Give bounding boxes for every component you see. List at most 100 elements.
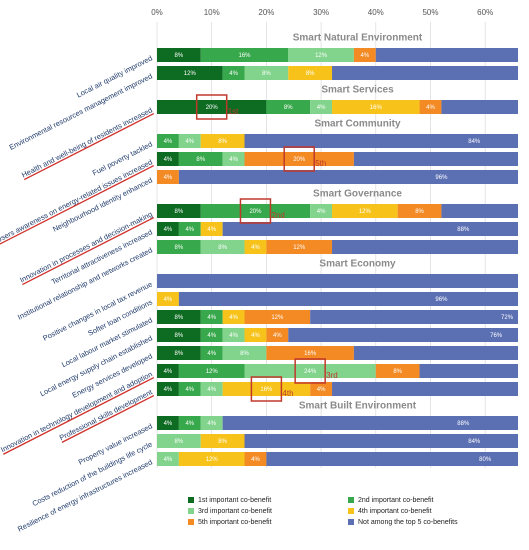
bar-segment [157, 222, 179, 236]
legend-label: 4th important co-benefit [358, 508, 432, 515]
data-label: 80% [479, 457, 492, 463]
x-tick-label: 50% [422, 8, 438, 17]
data-label: 8% [218, 139, 227, 145]
data-label: 4% [185, 421, 194, 427]
bar-segment [397, 204, 442, 218]
data-label: 12% [184, 71, 197, 77]
x-tick-label: 60% [477, 8, 493, 17]
underline [3, 376, 155, 455]
data-label: 8% [415, 209, 424, 215]
data-label: 4% [229, 157, 238, 163]
x-tick-label: 30% [313, 8, 329, 17]
highlight-box [294, 358, 326, 384]
bar-segment [222, 310, 245, 324]
legend-label: 3rd important co-benefit [198, 508, 272, 515]
data-label: 12% [315, 53, 328, 59]
bar-segment [310, 382, 333, 396]
bar-segment [178, 364, 245, 378]
legend-swatch [188, 497, 194, 503]
data-label: 4% [317, 387, 326, 393]
category-label: Innovation in technology development and… [0, 370, 154, 455]
annotation: 4th [282, 389, 293, 398]
data-label: 4% [207, 421, 216, 427]
bar-segment [157, 416, 179, 430]
data-label: 20% [206, 105, 219, 111]
annotation: 2nd [271, 211, 284, 220]
bar-segment [200, 48, 289, 62]
bar-segment [157, 66, 223, 80]
bars: 8% 16% 12% 4% 12% 4% 8% 8% 20% 8% 4% 16% 4% 4% 4% 8% 84%… [157, 48, 518, 466]
data-label: 4% [207, 333, 216, 339]
data-label: 8% [393, 369, 402, 375]
bar-segment [222, 416, 518, 430]
bar-segment [375, 48, 518, 62]
data-label: 84% [468, 439, 481, 445]
bar-segment [332, 66, 518, 80]
annotation: 3rd [326, 371, 338, 380]
bar-segment [157, 292, 179, 306]
data-label: 4% [164, 457, 173, 463]
bar-segment [157, 240, 201, 254]
data-label: 88% [457, 421, 470, 427]
group-title: Smart Governance [313, 189, 402, 200]
legend-label: 5th important co-benefit [198, 519, 272, 526]
bar-segment [157, 274, 518, 288]
bar-segment [157, 310, 201, 324]
bar-segment [157, 382, 179, 396]
data-label: 16% [260, 387, 273, 393]
bar-segment [222, 382, 311, 396]
annotation: 1st [228, 107, 239, 116]
bar-segment [157, 346, 201, 360]
x-tick-label: 20% [258, 8, 274, 17]
bar-segment [178, 382, 201, 396]
data-label: 12% [359, 209, 372, 215]
bar-segment [200, 134, 245, 148]
bar-segment [200, 382, 223, 396]
bar-segment [178, 222, 201, 236]
data-label: 8% [175, 315, 184, 321]
bar-segment [353, 152, 518, 166]
bar-segment [157, 100, 267, 114]
bar-segment [244, 152, 354, 166]
bar-segment [353, 48, 376, 62]
data-label: 8% [175, 245, 184, 251]
bar-segment [157, 452, 179, 466]
data-label: 12% [293, 245, 306, 251]
bar-segment [178, 292, 518, 306]
data-label: 4% [317, 209, 326, 215]
data-label: 4% [361, 53, 370, 59]
data-label: 16% [239, 53, 252, 59]
bar-segment [178, 170, 518, 184]
data-label: 4% [185, 387, 194, 393]
bar-segment [178, 152, 223, 166]
underline [0, 164, 155, 246]
bar-segment [332, 204, 398, 218]
data-label: 84% [468, 139, 481, 145]
data-label: 4% [273, 333, 282, 339]
data-label: 20% [249, 209, 262, 215]
bar-segment [244, 66, 289, 80]
x-tick-label: 0% [151, 8, 163, 17]
group-title: Smart Community [314, 119, 401, 130]
bar-segment [332, 382, 518, 396]
legend-label: 2nd important co-benefit [358, 497, 434, 504]
bar-segment [441, 204, 518, 218]
data-label: 8% [196, 157, 205, 163]
bar-segment [310, 310, 518, 324]
data-label: 4% [251, 457, 260, 463]
bar-segment [332, 100, 420, 114]
bar-segment [157, 152, 179, 166]
group-title: Smart Services [321, 85, 394, 96]
data-label: 12% [271, 315, 284, 321]
data-label: 4% [229, 315, 238, 321]
data-label: 12% [206, 457, 219, 463]
underline [22, 216, 155, 286]
bar-segment [375, 364, 420, 378]
legend-label: Not among the top 5 co-benefits [358, 519, 458, 526]
bar-segment [353, 346, 518, 360]
bar-segment [288, 66, 333, 80]
data-label: 76% [490, 333, 503, 339]
bar-segment [288, 328, 518, 342]
bar-segment [200, 328, 223, 342]
